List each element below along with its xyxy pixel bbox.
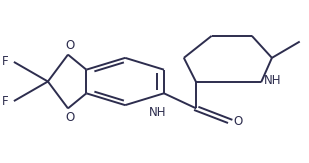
Text: F: F bbox=[2, 95, 9, 108]
Text: NH: NH bbox=[264, 74, 281, 87]
Text: O: O bbox=[233, 115, 243, 128]
Text: O: O bbox=[65, 39, 74, 52]
Text: NH: NH bbox=[149, 106, 166, 119]
Text: F: F bbox=[2, 55, 9, 68]
Text: O: O bbox=[65, 111, 74, 124]
